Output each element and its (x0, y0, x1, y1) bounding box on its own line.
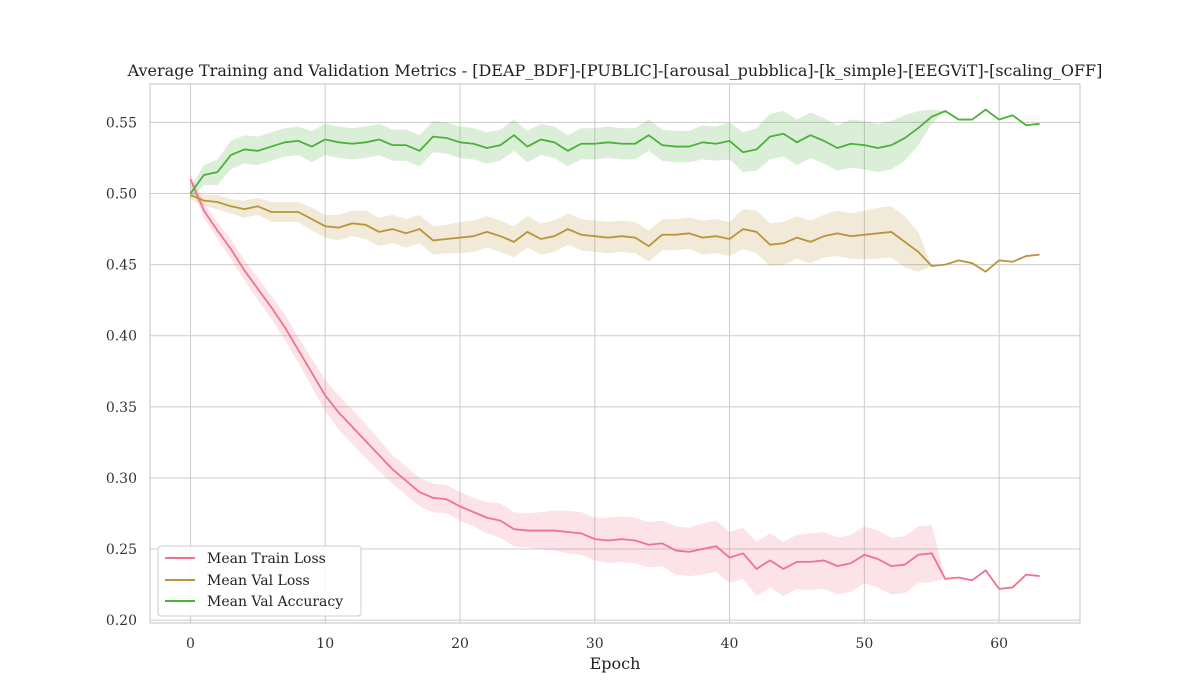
band-val-accuracy (190, 109, 946, 200)
y-tick-label: 0.20 (106, 613, 137, 629)
legend-label-val-accuracy: Mean Val Accuracy (207, 594, 343, 610)
y-tick-label: 0.40 (106, 329, 137, 345)
line-val-accuracy (189, 108, 1040, 195)
series-lines (189, 108, 1040, 590)
confidence-bands (190, 109, 946, 596)
y-tick-label: 0.25 (106, 542, 137, 558)
plot-frame (149, 83, 1081, 624)
grid (150, 84, 1080, 623)
legend: Mean Train Loss Mean Val Loss Mean Val A… (157, 545, 362, 617)
x-axis-label: Epoch (590, 654, 641, 673)
y-tick-label: 0.30 (106, 471, 137, 487)
x-tick-label: 50 (855, 636, 873, 652)
x-tick-label: 0 (186, 636, 195, 652)
x-tick-label: 30 (586, 636, 604, 652)
line-train-loss (189, 178, 1040, 590)
band-val-loss (190, 190, 932, 272)
y-axis-ticks: 0.20 0.25 0.30 0.35 0.40 0.45 0.50 0.55 (106, 115, 137, 629)
legend-label-val-loss: Mean Val Loss (207, 573, 310, 589)
x-tick-label: 20 (451, 636, 469, 652)
chart-title: Average Training and Validation Metrics … (127, 61, 1103, 80)
x-tick-label: 10 (316, 636, 334, 652)
y-tick-label: 0.35 (106, 400, 137, 416)
legend-box (157, 545, 362, 617)
y-tick-label: 0.50 (106, 187, 137, 203)
y-tick-label: 0.45 (106, 258, 137, 274)
line-val-loss (190, 194, 1040, 273)
x-axis-ticks: 0 10 20 30 40 50 60 (186, 636, 1008, 652)
y-tick-label: 0.55 (106, 115, 137, 131)
legend-label-train-loss: Mean Train Loss (207, 551, 326, 567)
x-tick-label: 40 (721, 636, 739, 652)
band-train-loss (190, 173, 946, 596)
x-tick-label: 60 (990, 636, 1008, 652)
